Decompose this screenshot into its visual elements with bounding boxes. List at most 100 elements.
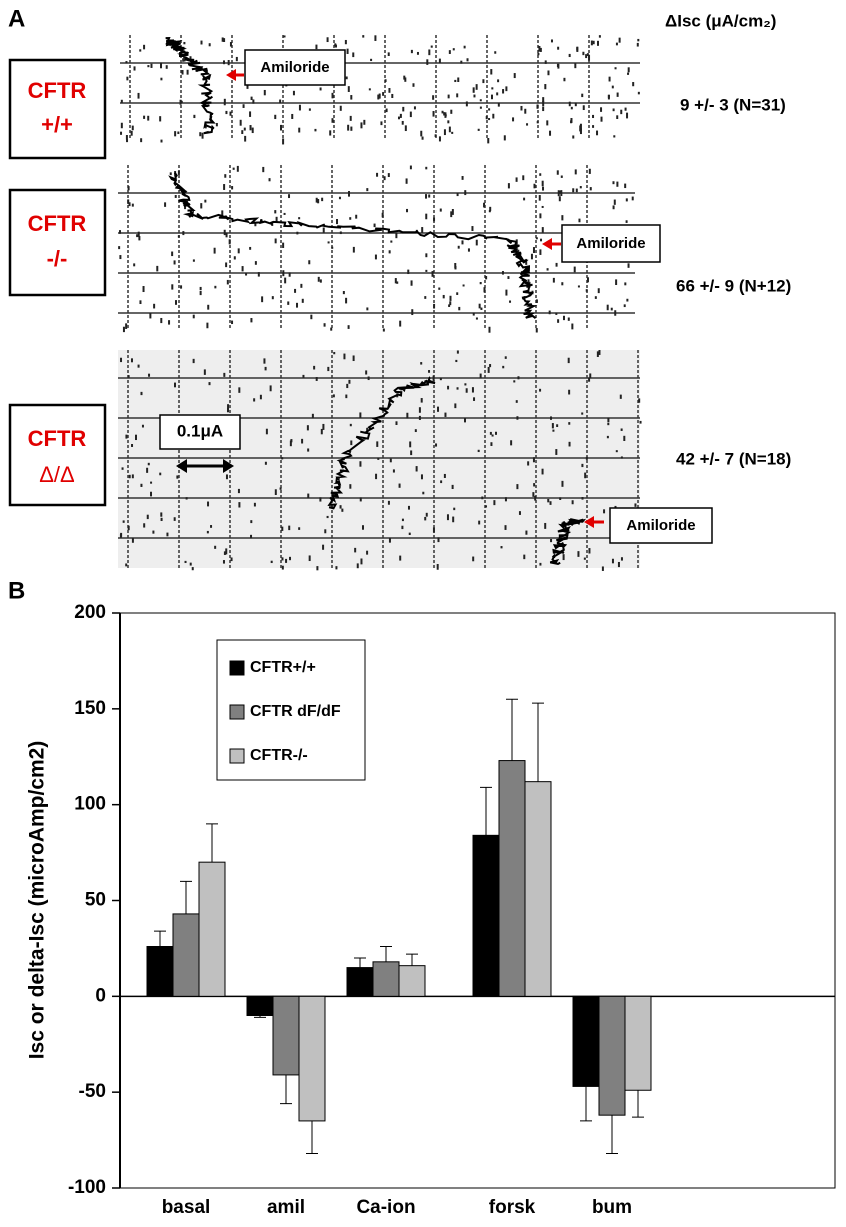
trace-speck xyxy=(327,516,329,518)
trace-speck xyxy=(435,443,437,446)
trace-speck xyxy=(139,49,141,51)
trace-speck xyxy=(428,370,430,373)
trace-speck xyxy=(457,350,459,353)
genotype: CFTR xyxy=(28,426,87,451)
trace-speck xyxy=(494,51,496,54)
trace-speck xyxy=(225,111,227,114)
trace-speck xyxy=(425,194,427,199)
trace-speck xyxy=(143,45,145,50)
trace-speck xyxy=(171,252,173,257)
trace-speck xyxy=(383,329,385,332)
trace-speck xyxy=(390,241,392,243)
trace-speck xyxy=(556,263,558,267)
trace-speck xyxy=(488,118,490,120)
trace-speck xyxy=(192,567,194,570)
trace-speck xyxy=(288,194,290,198)
trace-speck xyxy=(571,324,573,330)
trace-speck xyxy=(523,198,525,201)
trace-speck xyxy=(555,313,557,315)
trace-speck xyxy=(210,525,212,528)
trace-speck xyxy=(187,70,189,75)
trace-speck xyxy=(417,52,419,55)
trace-speck xyxy=(601,117,603,122)
trace-speck xyxy=(223,60,225,64)
trace-speck xyxy=(533,247,535,253)
trace-speck xyxy=(626,220,628,223)
trace-speck xyxy=(578,219,580,223)
trace-speck xyxy=(135,435,137,440)
trace-speck xyxy=(420,362,422,365)
trace-speck xyxy=(536,299,538,303)
stat: 42 +/- 7 (N=18) xyxy=(676,449,791,468)
trace-speck xyxy=(513,380,515,382)
trace-speck xyxy=(638,92,640,95)
trace-speck xyxy=(563,316,565,320)
trace-speck xyxy=(148,463,150,465)
trace-speck xyxy=(532,492,534,497)
trace-speck xyxy=(415,429,417,432)
trace-speck xyxy=(457,193,459,196)
trace-speck xyxy=(174,131,176,136)
trace-speck xyxy=(282,243,284,248)
trace-speck xyxy=(119,230,121,234)
trace-speck xyxy=(410,112,412,118)
trace-speck xyxy=(588,548,590,553)
trace-speck xyxy=(315,45,317,50)
trace-speck xyxy=(389,250,391,253)
trace-speck xyxy=(466,101,468,106)
bar xyxy=(499,761,525,997)
y-tick-label: 100 xyxy=(74,794,106,815)
figure: A ΔIsc (μA/cm₂) CFTR +/+ CFTR -/- CFTR Δ… xyxy=(0,0,846,1222)
y-tick-label: 200 xyxy=(74,602,106,623)
trace-speck xyxy=(569,102,571,107)
trace-speck xyxy=(126,135,128,140)
trace-speck xyxy=(131,131,133,136)
trace-speck xyxy=(237,166,239,172)
trace-speck xyxy=(457,77,459,82)
trace-speck xyxy=(472,557,474,562)
y-tick-label: 150 xyxy=(74,698,106,719)
trace-speck xyxy=(590,187,592,190)
trace-speck xyxy=(148,374,150,377)
trace-speck xyxy=(570,120,572,123)
trace-speck xyxy=(129,475,131,478)
y-axis-title: Isc or delta-Isc (microAmp/cm2) xyxy=(26,741,49,1060)
trace-speck xyxy=(451,132,453,134)
trace-speck xyxy=(540,239,542,242)
trace-speck xyxy=(132,126,134,131)
trace-speck xyxy=(125,435,127,439)
trace-speck xyxy=(559,196,561,201)
trace-speck xyxy=(310,315,312,320)
trace-speck xyxy=(366,307,368,310)
trace-speck xyxy=(405,125,407,131)
trace-speck xyxy=(125,323,127,329)
trace-speck xyxy=(265,462,267,465)
trace-speck xyxy=(374,35,376,41)
trace-speck xyxy=(464,418,466,422)
trace-speck xyxy=(568,390,570,395)
trace-speck xyxy=(581,412,583,414)
trace-speck xyxy=(537,121,539,123)
trace-speck xyxy=(439,59,441,63)
trace-speck xyxy=(437,564,439,570)
trace-speck xyxy=(193,359,195,363)
trace-speck xyxy=(447,514,449,520)
trace-speck xyxy=(537,53,539,55)
genotype: Δ/Δ xyxy=(39,462,75,487)
trace-speck xyxy=(419,407,421,413)
trace-speck xyxy=(476,317,478,319)
trace-speck xyxy=(552,423,554,428)
trace-speck xyxy=(501,546,503,548)
trace-speck xyxy=(375,255,377,260)
trace-speck xyxy=(399,484,401,488)
trace-speck xyxy=(411,280,413,285)
trace-speck xyxy=(488,327,490,333)
bar xyxy=(173,914,199,996)
trace-speck xyxy=(289,557,291,560)
trace-speck xyxy=(348,86,350,92)
trace-speck xyxy=(539,195,541,201)
trace-speck xyxy=(216,123,218,126)
trace-speck xyxy=(627,73,629,75)
trace-speck xyxy=(479,304,481,309)
trace-speck xyxy=(440,209,442,212)
